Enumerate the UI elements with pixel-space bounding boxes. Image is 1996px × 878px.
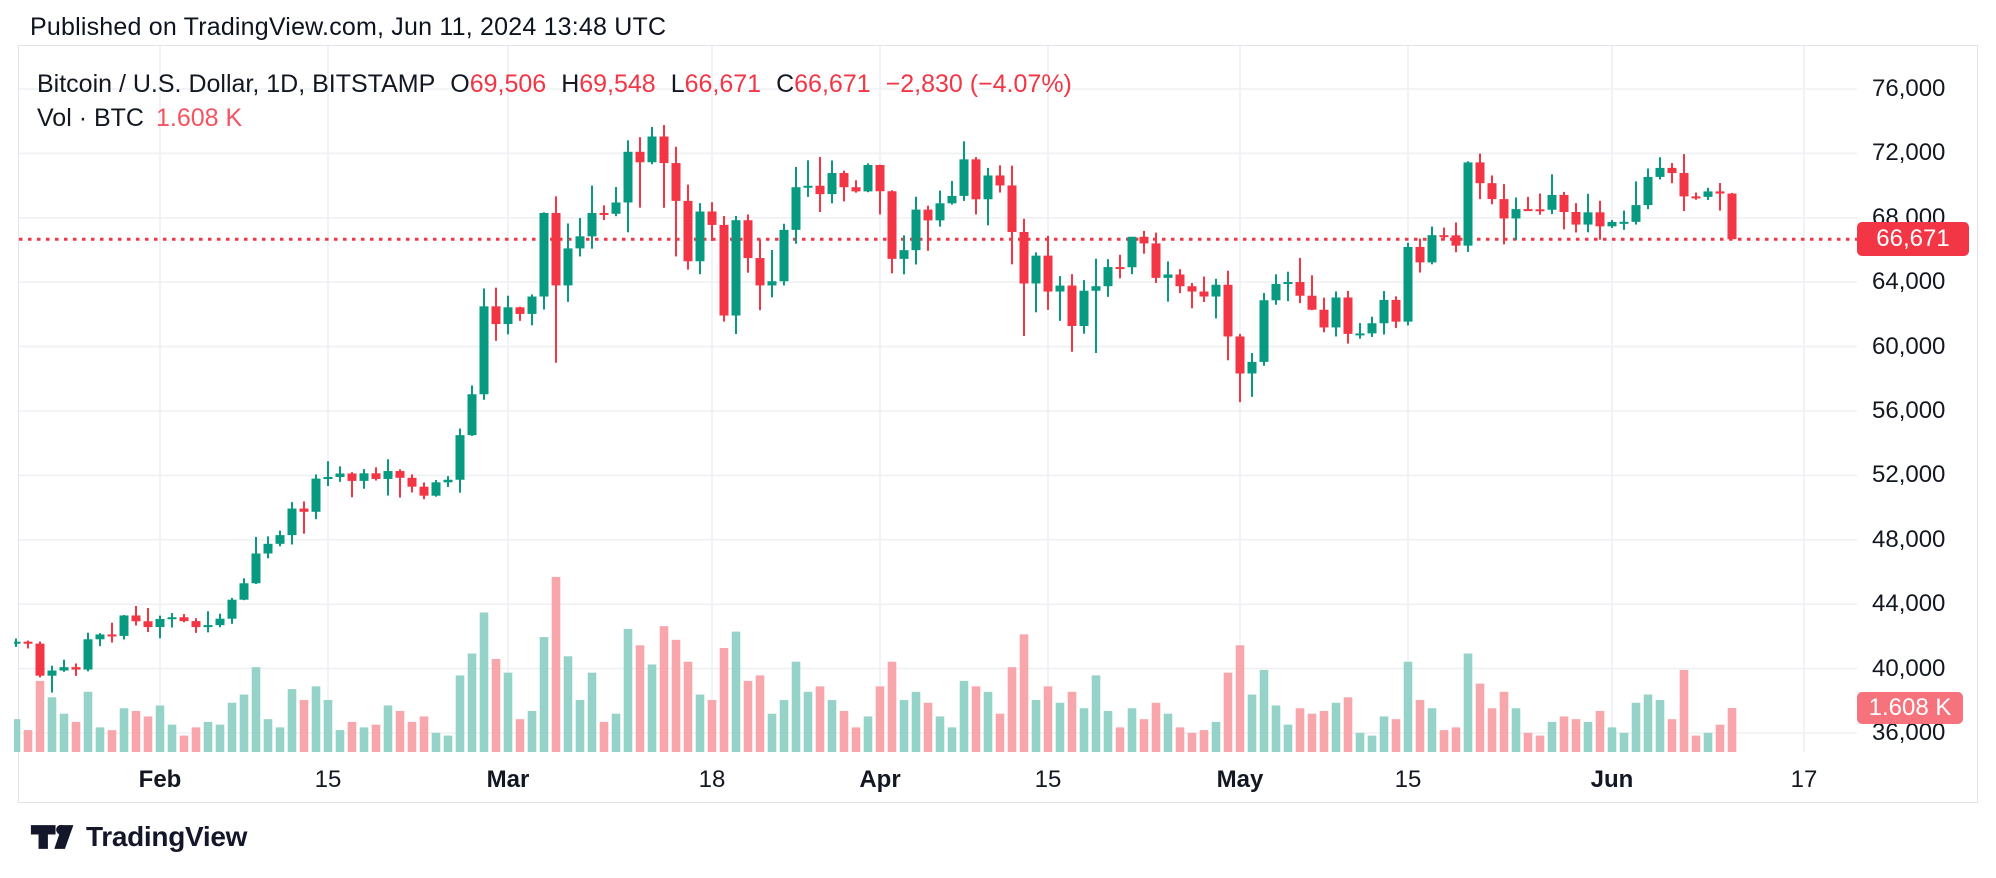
chart-legend: Bitcoin / U.S. Dollar, 1D, BITSTAMP O69,…	[37, 70, 1072, 99]
x-axis-label: Jun	[1590, 766, 1634, 793]
y-axis-label: 40,000	[1872, 654, 1946, 682]
footer: TradingView	[30, 820, 247, 854]
tradingview-logo-icon[interactable]	[30, 820, 76, 854]
y-axis-label: 60,000	[1872, 332, 1946, 360]
y-axis-label: 64,000	[1872, 268, 1946, 296]
x-axis-label: 15	[314, 766, 342, 793]
x-axis-label: Feb	[138, 766, 182, 793]
x-axis-label: May	[1216, 766, 1264, 793]
last-price-badge: 66,671	[1857, 222, 1969, 257]
last-volume-badge: 1.608 K	[1857, 692, 1963, 724]
x-axis-label: Apr	[859, 766, 901, 793]
volume-label: Vol · BTC	[37, 104, 144, 132]
x-axis-label: 15	[1394, 766, 1422, 793]
y-axis-label: 56,000	[1872, 397, 1946, 424]
x-axis-label: 15	[1034, 766, 1062, 793]
ohlc-open: O69,506	[450, 70, 547, 98]
x-axis-label: 18	[698, 766, 726, 793]
change-value: −2,830 (−4.07%)	[885, 70, 1072, 98]
volume-legend: Vol · BTC 1.608 K	[37, 104, 242, 133]
y-axis-label: 44,000	[1872, 590, 1946, 618]
ohlc-close: C66,671	[776, 70, 871, 98]
volume-value: 1.608 K	[155, 104, 243, 132]
x-axis-label: 17	[1790, 766, 1818, 793]
y-axis-label: 72,000	[1872, 139, 1946, 167]
x-axis-label: Mar	[486, 766, 530, 793]
symbol-title: Bitcoin / U.S. Dollar, 1D, BITSTAMP	[37, 70, 436, 98]
published-line: Published on TradingView.com, Jun 11, 20…	[30, 13, 667, 41]
brand-name: TradingView	[86, 821, 248, 852]
ohlc-low: L66,671	[670, 70, 762, 98]
y-axis-label: 48,000	[1872, 525, 1946, 553]
y-axis-label: 76,000	[1872, 75, 1946, 102]
ohlc-high: H69,548	[561, 70, 656, 98]
y-axis-label: 52,000	[1872, 461, 1946, 489]
